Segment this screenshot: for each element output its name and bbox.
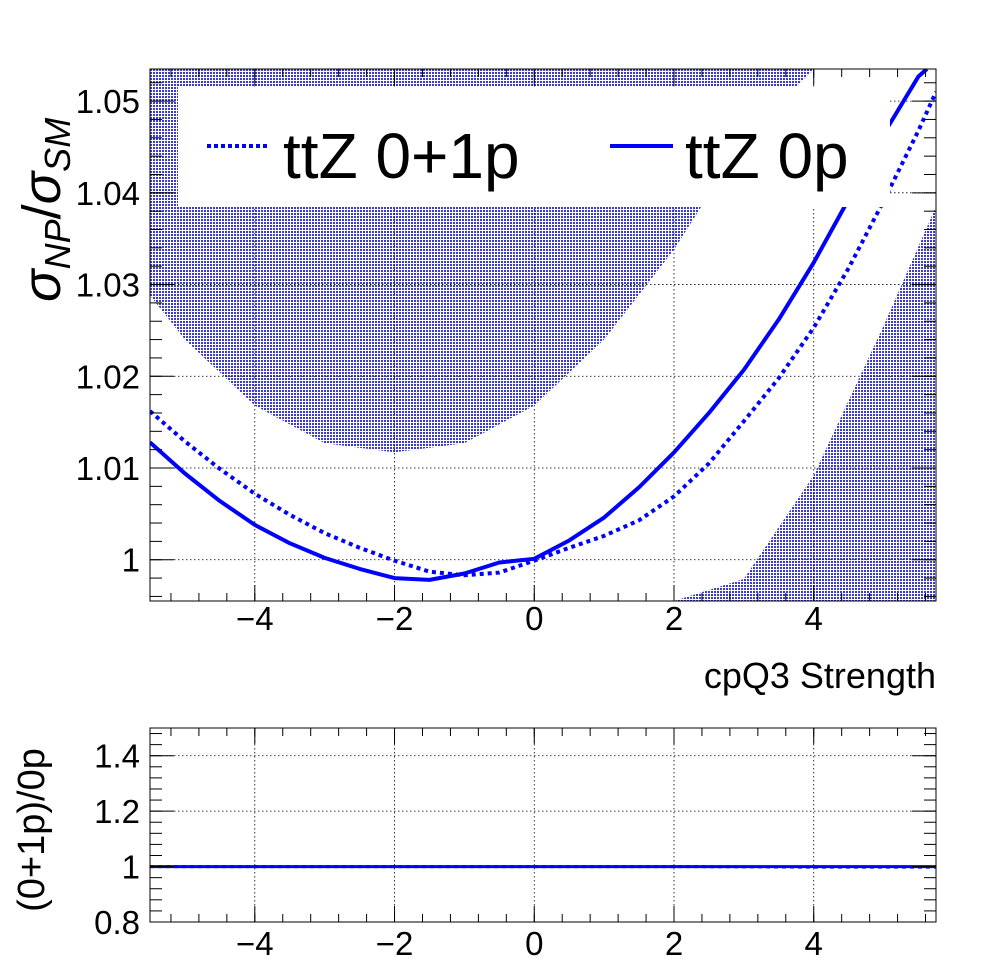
main-x-tick-labels: −4 −2 0 2 4: [236, 600, 823, 637]
main-x-tick-label: 4: [805, 600, 823, 637]
ratio-plot-frame: [149, 727, 937, 923]
ratio-plot-ticks: [150, 728, 936, 923]
main-y-tick-label: 1.05: [76, 83, 140, 120]
main-y-tick-label: 1.01: [76, 450, 140, 487]
main-plot-panel: 1 1.01 1.02 1.03 1.04 1.05 −4 −2 0 2 4 ttZ 0+1p t…: [12, 68, 937, 696]
main-y-axis-label: σNP/σSM: [12, 118, 78, 302]
main-x-tick-label: −2: [376, 600, 414, 637]
svg-text:σNP/σSM: σNP/σSM: [12, 118, 78, 302]
main-plot-series: [150, 69, 936, 582]
series-line-0-plus-1p: [150, 91, 936, 578]
y-label-numerator: σ: [12, 267, 72, 302]
main-x-tick-label: 2: [665, 600, 683, 637]
ratio-x-tick-label: −2: [376, 925, 414, 962]
y-label-denominator: σ: [12, 169, 72, 204]
ratio-plot-series: [150, 865, 936, 869]
ratio-y-tick-labels: 0.8 1 1.2 1.4: [94, 738, 140, 941]
ratio-x-tick-label: −4: [236, 925, 274, 962]
legend-box: [178, 87, 890, 207]
main-x-axis-label: cpQ3 Strength: [704, 655, 936, 696]
main-y-tick-labels: 1 1.01 1.02 1.03 1.04 1.05: [76, 83, 140, 579]
ratio-y-tick-label: 1: [122, 849, 140, 886]
ratio-plot-grid: [150, 728, 936, 923]
legend: ttZ 0+1p ttZ 0p: [178, 87, 890, 207]
y-label-slash: /: [12, 204, 72, 219]
ratio-x-tick-label: 4: [805, 925, 823, 962]
main-x-tick-label: −4: [236, 600, 274, 637]
ratio-y-tick-label: 1.4: [94, 738, 140, 775]
main-y-tick-label: 1.04: [76, 175, 140, 212]
band-lower-region: [150, 206, 936, 601]
y-label-num-sub: NP: [37, 219, 78, 269]
ratio-x-tick-labels: −4 −2 0 2 4: [236, 925, 823, 962]
main-x-tick-label: 0: [525, 600, 543, 637]
series-line-0p: [150, 69, 929, 582]
legend-label-series-1: ttZ 0+1p: [283, 120, 520, 192]
main-y-tick-label: 1.02: [76, 358, 140, 395]
y-label-den-sub: SM: [37, 118, 78, 172]
ratio-x-tick-label: 2: [665, 925, 683, 962]
main-plot-ticks: [150, 69, 936, 601]
ratio-y-axis-label: (0+1p)/0p: [11, 748, 53, 912]
main-plot-frame: [149, 68, 937, 602]
ratio-plot-panel: 0.8 1 1.2 1.4 −4 −2 0 2 4 (0+1p)/0p: [11, 727, 937, 962]
ratio-x-tick-label: 0: [525, 925, 543, 962]
legend-label-series-2: ttZ 0p: [685, 120, 849, 192]
main-y-tick-label: 1.03: [76, 267, 140, 304]
main-y-tick-label: 1: [122, 542, 140, 579]
ratio-y-tick-label: 1.2: [94, 793, 140, 830]
ratio-y-tick-label: 0.8: [94, 904, 140, 941]
